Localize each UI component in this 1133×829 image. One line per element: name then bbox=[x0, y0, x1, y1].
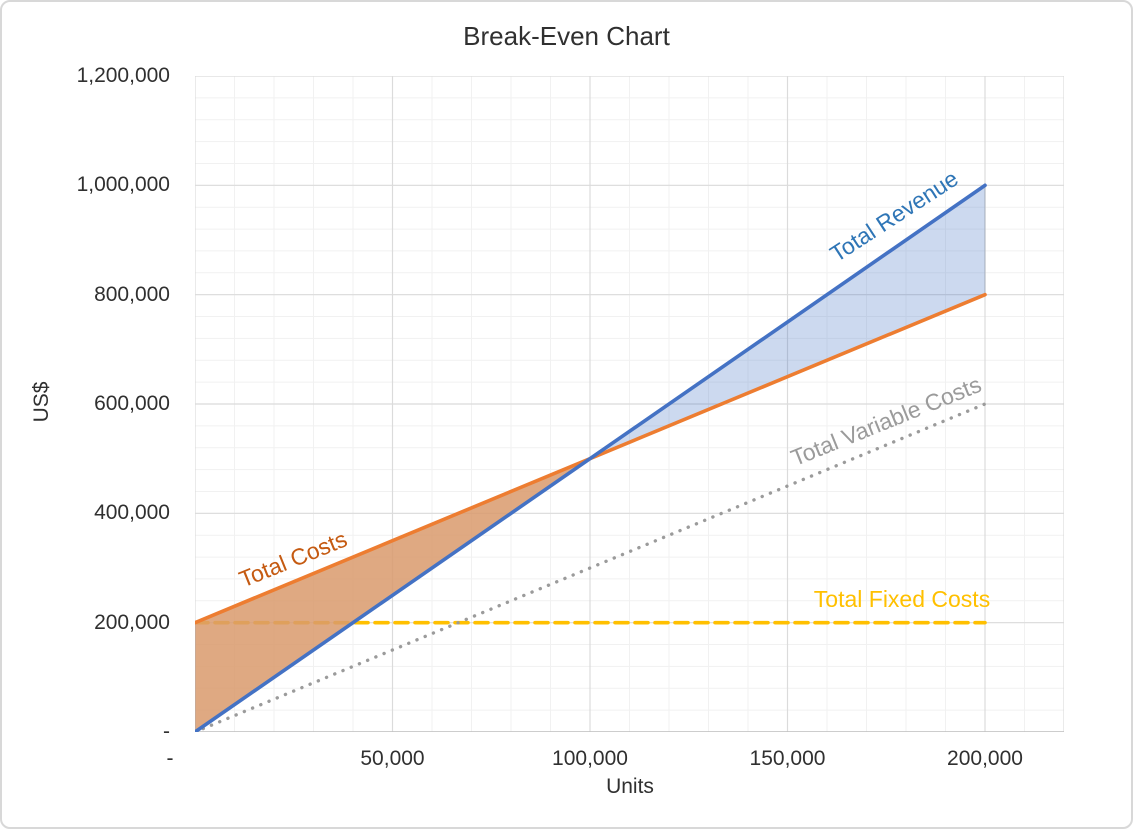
total-variable-costs-line bbox=[195, 402, 987, 732]
y-tick-label: - bbox=[163, 720, 170, 743]
y-tick-label: 200,000 bbox=[94, 610, 170, 634]
x-tick-label: - bbox=[166, 747, 174, 770]
series-label-total-fixed-costs: Total Fixed Costs bbox=[813, 586, 991, 612]
x-tick-label: 150,000 bbox=[749, 747, 826, 770]
x-tick-label: 200,000 bbox=[947, 747, 1023, 770]
x-tick-label: 50,000 bbox=[360, 747, 425, 770]
y-tick-label: 400,000 bbox=[94, 501, 170, 525]
y-tick-label: 800,000 bbox=[94, 282, 170, 306]
chart-title: Break-Even Chart bbox=[463, 21, 670, 51]
plot-area bbox=[195, 76, 1064, 732]
x-tick-label: 100,000 bbox=[552, 747, 628, 770]
y-tick-label: 1,000,000 bbox=[76, 173, 170, 197]
x-axis-title: Units bbox=[606, 775, 654, 798]
y-tick-label: 600,000 bbox=[94, 392, 170, 415]
y-tick-label: 1,200,000 bbox=[76, 64, 170, 87]
total-revenue-line bbox=[195, 183, 987, 732]
